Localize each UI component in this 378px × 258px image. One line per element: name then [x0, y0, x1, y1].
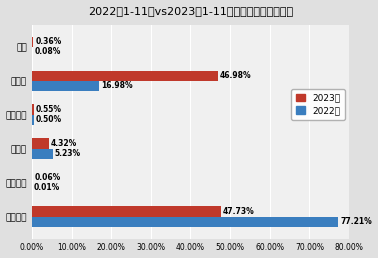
Text: 0.08%: 0.08%	[34, 47, 60, 56]
Bar	[32, 37, 33, 47]
Bar	[32, 149, 53, 159]
Title: 2022年1-11月vs2023年1-11月牽引車燃料類型對比: 2022年1-11月vs2023年1-11月牽引車燃料類型對比	[88, 6, 293, 15]
Text: 77.21%: 77.21%	[340, 217, 372, 226]
Text: 0.01%: 0.01%	[34, 183, 60, 192]
Bar	[32, 70, 218, 81]
Text: 16.98%: 16.98%	[101, 81, 133, 90]
Bar	[32, 104, 34, 115]
Bar	[32, 138, 49, 149]
Bar	[32, 216, 338, 227]
Text: 0.50%: 0.50%	[36, 115, 62, 124]
Bar	[32, 81, 99, 91]
Text: 47.73%: 47.73%	[223, 207, 255, 216]
Text: 5.23%: 5.23%	[55, 149, 81, 158]
Text: 46.98%: 46.98%	[220, 71, 252, 80]
Text: 0.36%: 0.36%	[35, 37, 62, 46]
Bar	[32, 115, 34, 125]
Text: 0.55%: 0.55%	[36, 105, 62, 114]
Bar	[32, 206, 221, 216]
Text: 0.06%: 0.06%	[34, 173, 60, 182]
Legend: 2023年, 2022年: 2023年, 2022年	[291, 89, 345, 120]
Text: 4.32%: 4.32%	[51, 139, 77, 148]
